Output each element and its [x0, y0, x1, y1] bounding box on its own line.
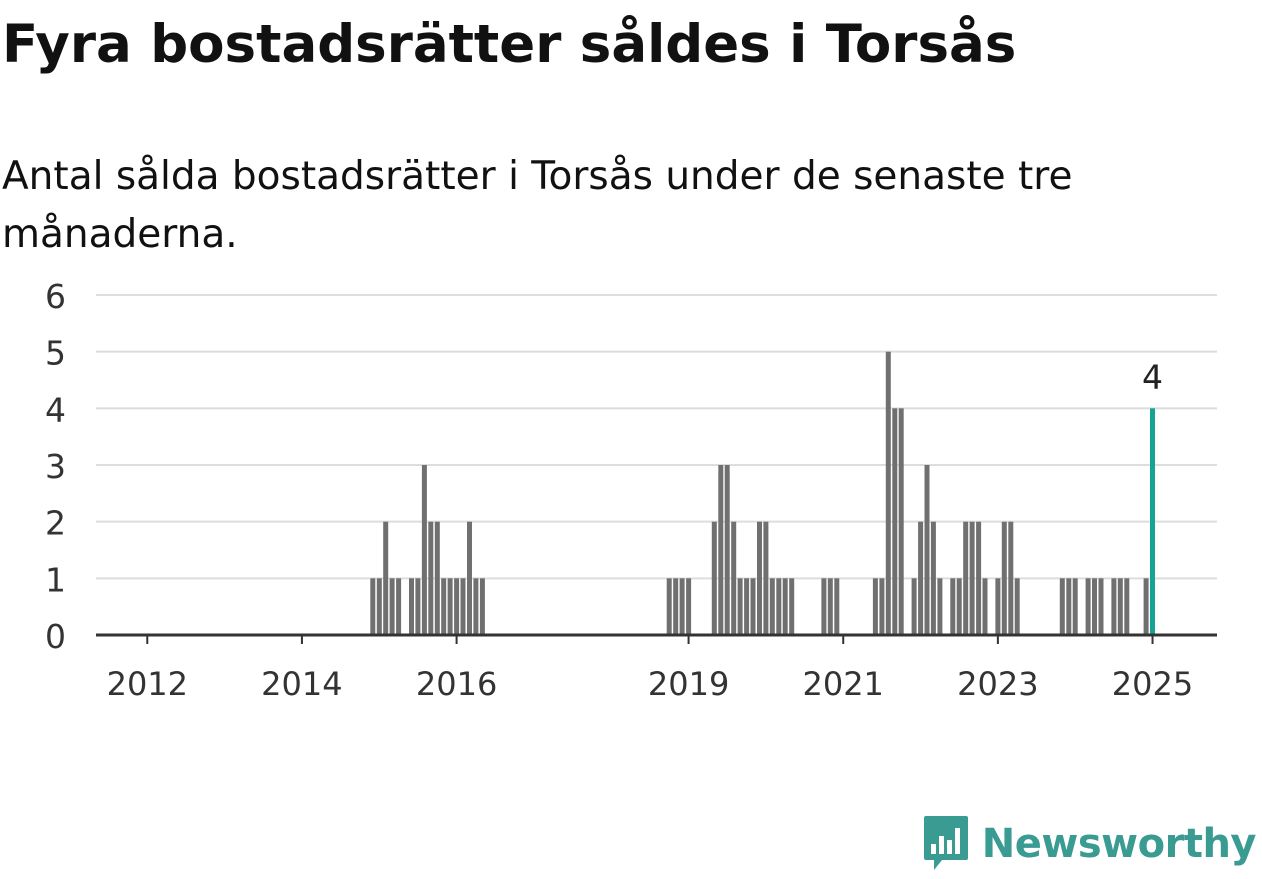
bar: [892, 408, 898, 635]
bar: [995, 578, 1001, 635]
bar: [415, 578, 421, 635]
bar: [1008, 521, 1014, 635]
bar: [930, 521, 936, 635]
newsworthy-chart-icon: [923, 816, 968, 870]
bar: [976, 521, 982, 635]
y-tick-label: 6: [45, 277, 66, 316]
y-tick-label: 5: [45, 334, 66, 373]
bar: [789, 578, 795, 635]
bar: [396, 578, 402, 635]
x-axis-labels: 2012 2014 2016 2019 2021 2023 2025: [107, 635, 1193, 703]
bar: [821, 578, 827, 635]
bar: [679, 578, 685, 635]
bar: [383, 521, 389, 635]
bar: [1098, 578, 1104, 635]
chart-title: Fyra bostadsrätter såldes i Torsås: [2, 14, 1017, 75]
bar: [982, 578, 988, 635]
y-axis-labels: 0 1 2 3 4 5 6: [45, 277, 66, 656]
bar: [731, 521, 737, 635]
bar: [724, 465, 730, 635]
chart-subtitle: Antal sålda bostadsrätter i Torsås under…: [2, 154, 1073, 257]
x-tick-label: 2023: [957, 665, 1038, 703]
bar: [1143, 578, 1149, 635]
bar: [776, 578, 782, 635]
x-tick-label: 2016: [416, 665, 497, 703]
bar: [1066, 578, 1072, 635]
bar: [750, 578, 756, 635]
data-label: 4: [1142, 357, 1163, 396]
bar: [911, 578, 917, 635]
bar: [1059, 578, 1065, 635]
bar: [969, 521, 975, 635]
x-tick-label: 2021: [802, 665, 883, 703]
bar: [447, 578, 453, 635]
bar-layer: [370, 351, 1155, 635]
bar: [744, 578, 750, 635]
bar: [441, 578, 447, 635]
bar: [963, 521, 969, 635]
bar: [885, 351, 891, 635]
y-tick-label: 4: [45, 390, 66, 429]
bar: [370, 578, 376, 635]
bar: [1014, 578, 1020, 635]
x-tick-label: 2014: [261, 665, 342, 703]
bar: [1092, 578, 1097, 635]
bar: [421, 465, 427, 635]
bar: [956, 578, 962, 635]
y-tick-label: 0: [45, 617, 66, 656]
bar: [711, 521, 717, 635]
bar: [479, 578, 485, 635]
bar: [718, 465, 724, 635]
bar: [1124, 578, 1130, 635]
bar: [879, 578, 885, 635]
bar: [454, 578, 460, 635]
x-tick-label: 2025: [1112, 665, 1193, 703]
bar: [937, 578, 943, 635]
y-tick-label: 2: [45, 504, 66, 543]
y-tick-label: 3: [45, 447, 66, 486]
highlight-bar: [1150, 408, 1155, 635]
bar: [409, 578, 414, 635]
bar: [460, 578, 466, 635]
data-label-layer: 4: [1142, 357, 1163, 396]
bar: [1072, 578, 1078, 635]
bar: [473, 578, 479, 635]
x-tick-label: 2019: [648, 665, 729, 703]
newsworthy-logo[interactable]: Newsworthy: [922, 809, 1257, 879]
bar: [673, 578, 679, 635]
bar: [782, 578, 788, 635]
bar: [769, 578, 775, 635]
bar: [763, 521, 769, 635]
bar: [389, 578, 395, 635]
y-tick-label: 1: [45, 560, 66, 599]
bar: [467, 521, 472, 635]
bar: [686, 578, 692, 635]
bar: [872, 578, 878, 635]
bar: [950, 578, 956, 635]
bar: [757, 521, 762, 635]
bar: [428, 521, 434, 635]
bar: [376, 578, 382, 635]
bar: [898, 408, 904, 635]
bar: [666, 578, 672, 635]
bar: [1111, 578, 1117, 635]
grid-layer: [96, 294, 1217, 580]
bar: [1001, 521, 1007, 635]
bar: [434, 521, 440, 635]
bar: [1117, 578, 1123, 635]
bar: [924, 465, 930, 635]
bar: [834, 578, 840, 635]
bar: [918, 521, 924, 635]
bar: [1085, 578, 1091, 635]
x-tick-label: 2012: [107, 665, 188, 703]
bar: [737, 578, 743, 635]
brand-name: Newsworthy: [981, 821, 1257, 867]
bar: [827, 578, 833, 635]
